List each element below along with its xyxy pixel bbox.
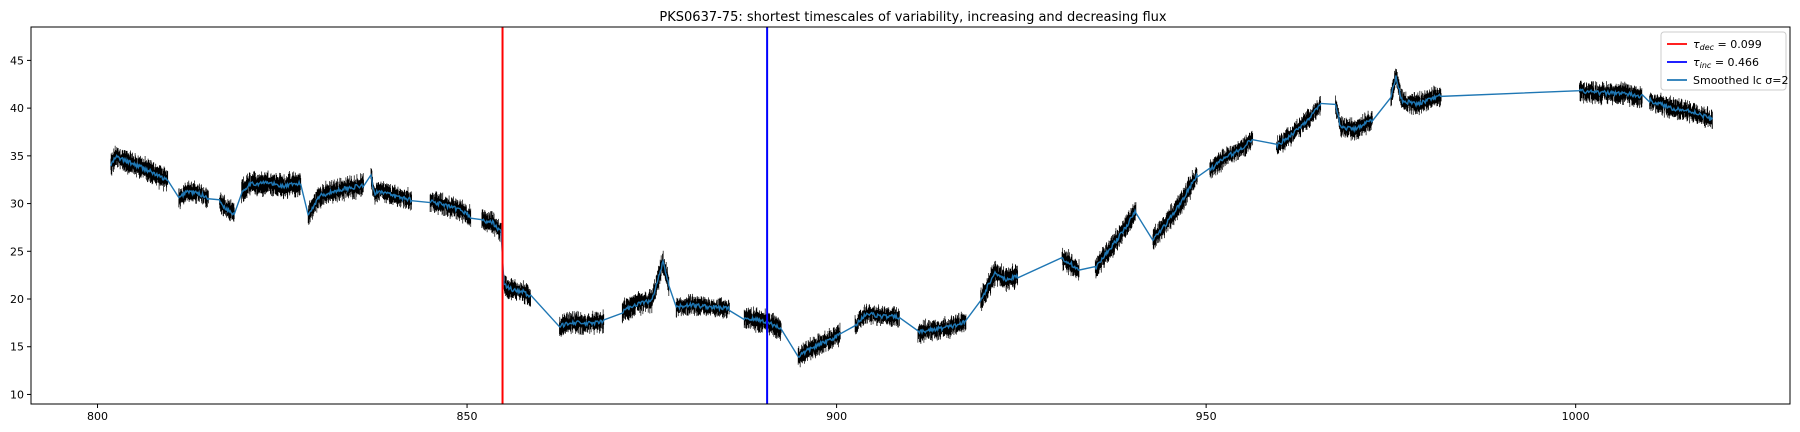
x-tick-label: 900	[826, 410, 847, 423]
y-tick-label: 45	[10, 54, 24, 67]
legend-label-smoothed: Smoothed lc σ=2	[1693, 74, 1788, 87]
y-tick-label: 15	[10, 341, 24, 354]
legend: τdec = 0.099 τinc = 0.466 Smoothed lc σ=2	[1660, 31, 1788, 91]
smoothed-curve	[110, 75, 1713, 359]
raw-segment-0	[110, 145, 169, 192]
legend-box	[1660, 31, 1787, 91]
raw-segment-7	[481, 209, 502, 243]
y-tick-label: 20	[10, 293, 24, 306]
plot-frame	[30, 26, 1791, 405]
x-tick-label: 800	[87, 410, 108, 423]
axes: 800 850 900 950 1000 10 15 20 25 30 35 40 45	[10, 26, 1791, 423]
raw-segment-16	[980, 260, 1019, 312]
raw-segment-22	[1335, 95, 1373, 141]
raw-segment-5	[370, 167, 412, 211]
raw-segment-21	[1275, 96, 1322, 155]
raw-segment-24	[1579, 80, 1643, 109]
y-tick-label: 40	[10, 102, 24, 115]
legend-label-tau-inc: τinc = 0.466	[1693, 56, 1759, 70]
y-tick-label: 35	[10, 150, 24, 163]
x-tick-label: 850	[457, 410, 478, 423]
raw-segment-10	[621, 250, 670, 324]
raw-segment-18	[1094, 202, 1137, 279]
x-tick-label: 1000	[1562, 410, 1590, 423]
plot-area	[110, 27, 1713, 404]
raw-data-points	[110, 68, 1713, 368]
chart-title: PKS0637-75: shortest timescales of varia…	[659, 10, 1166, 25]
raw-segment-23	[1390, 68, 1442, 116]
x-tick-label: 950	[1196, 410, 1217, 423]
y-tick-label: 25	[10, 245, 24, 258]
y-tick-label: 10	[10, 388, 24, 401]
raw-segment-12	[743, 306, 782, 341]
y-tick-label: 30	[10, 198, 24, 211]
legend-label-tau-dec: τdec = 0.099	[1693, 38, 1762, 52]
raw-segment-19	[1152, 167, 1198, 250]
raw-segment-6	[429, 191, 472, 227]
raw-segment-3	[241, 170, 302, 204]
